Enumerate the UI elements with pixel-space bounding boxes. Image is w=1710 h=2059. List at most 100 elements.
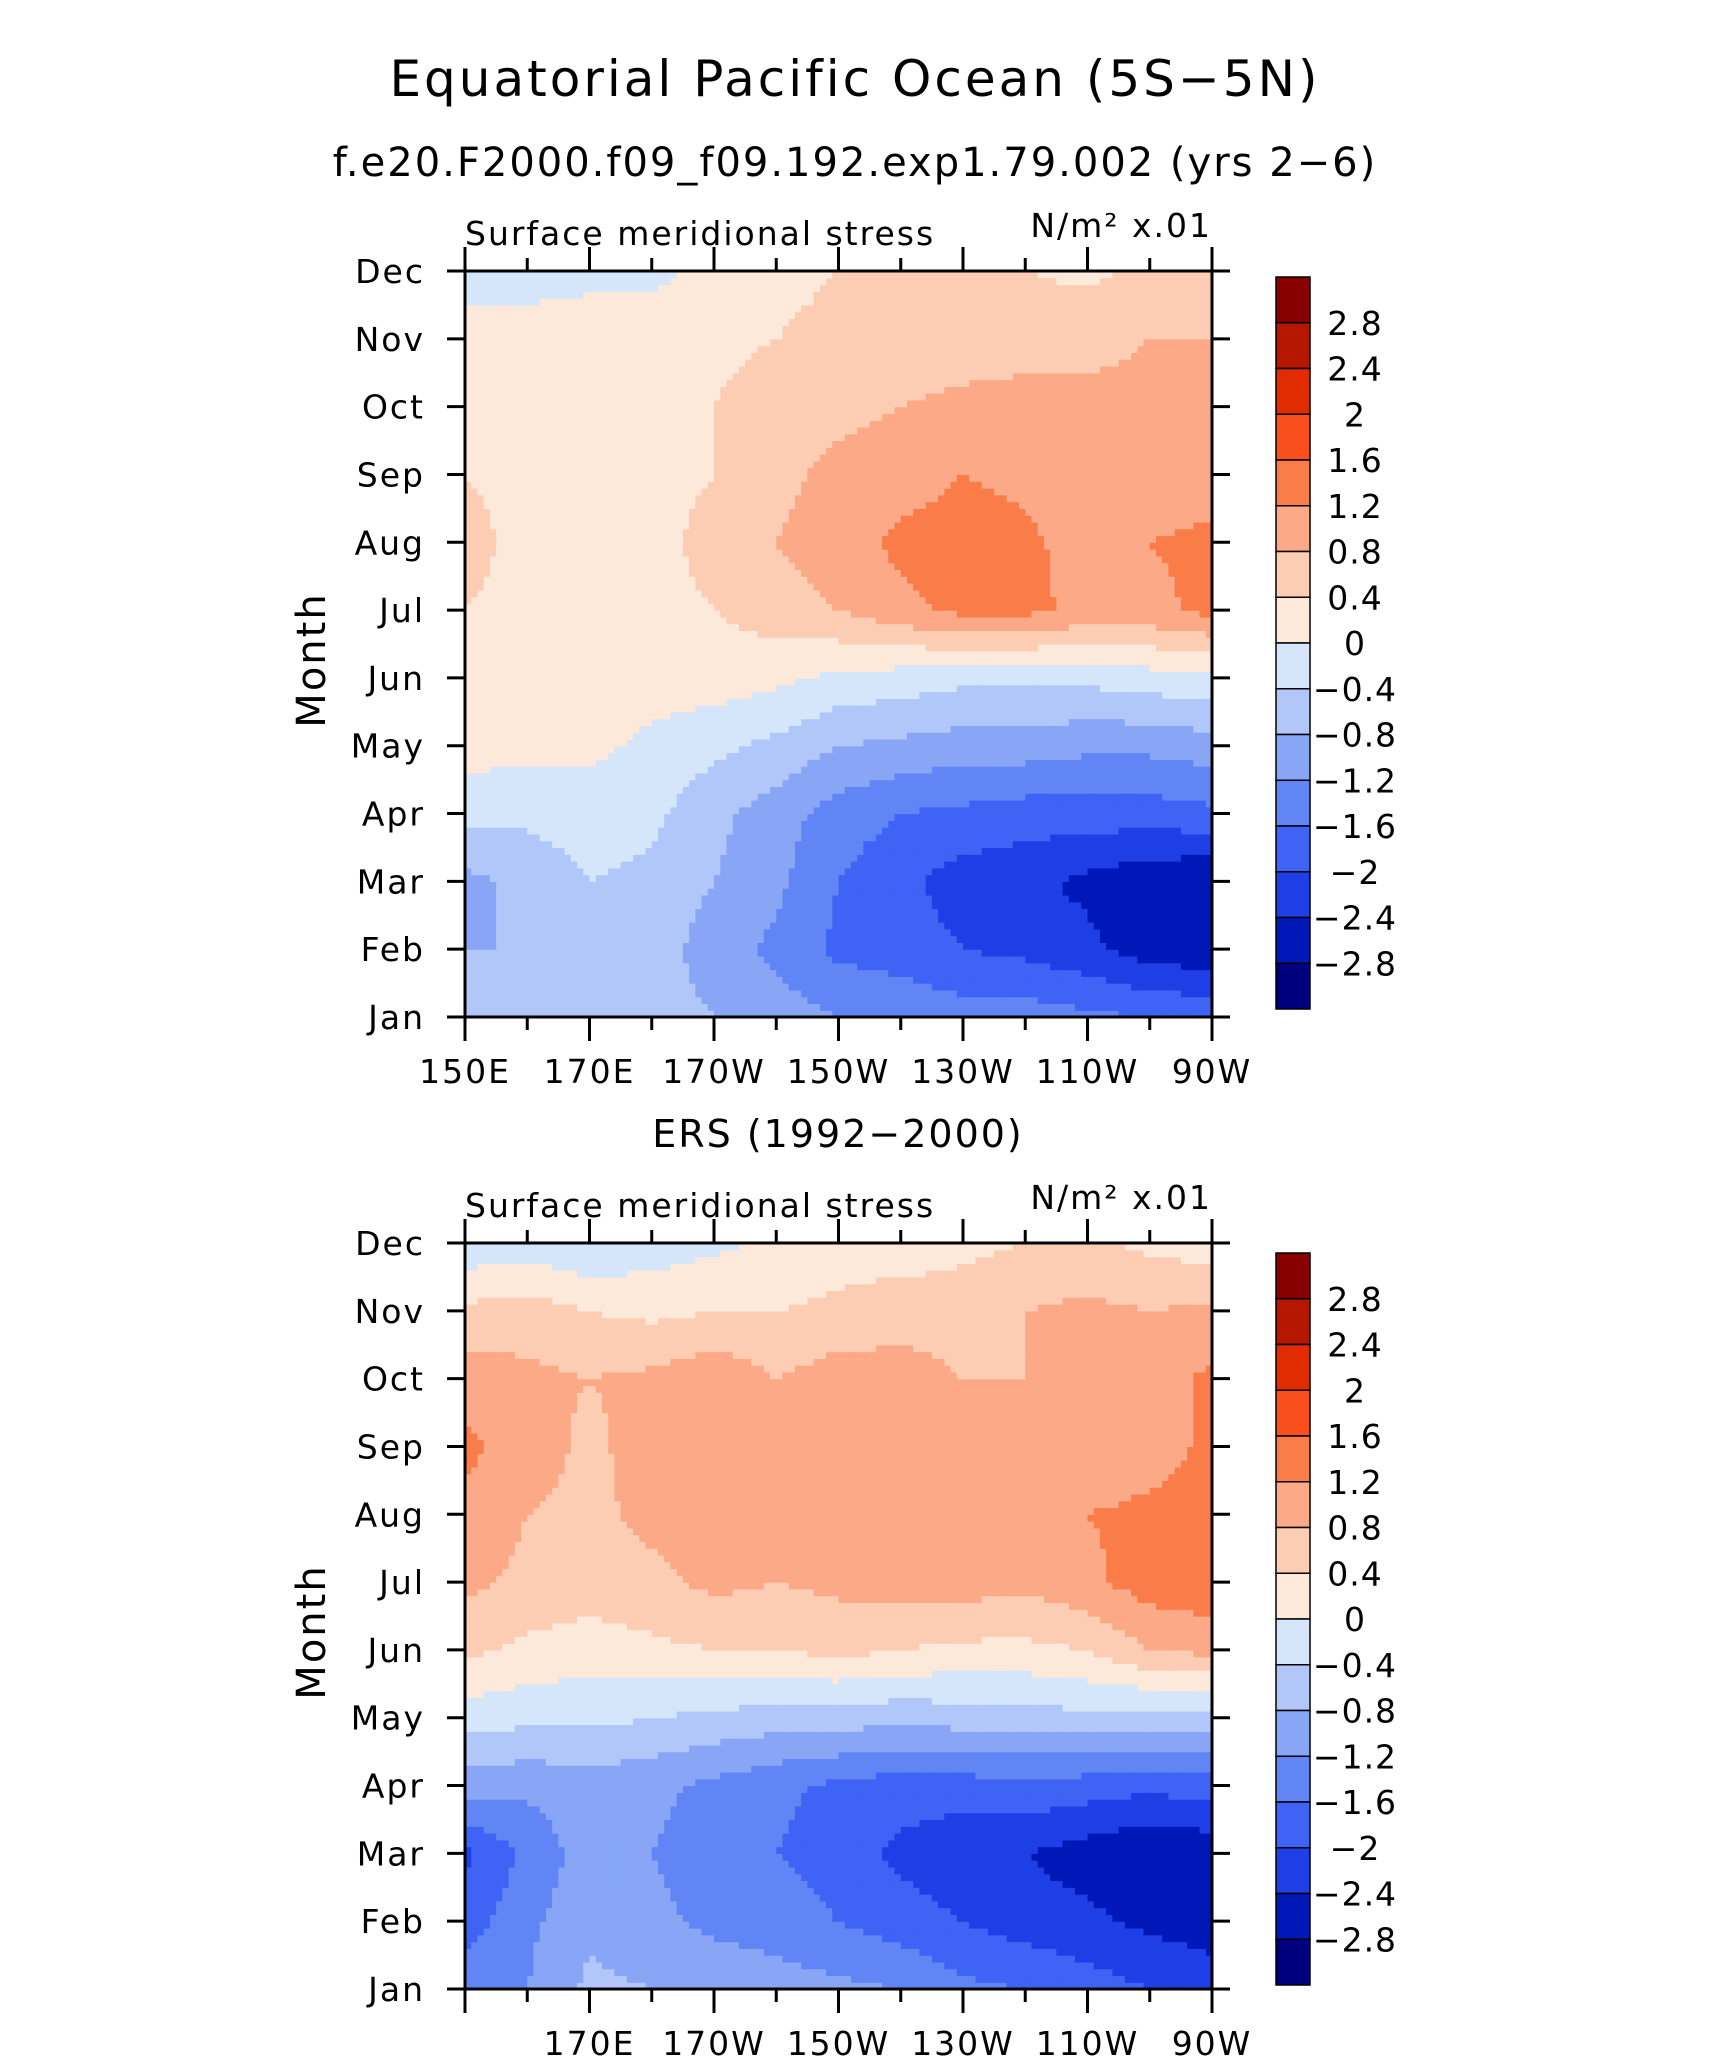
field-cell (514, 894, 522, 903)
field-cell (682, 915, 690, 923)
field-cell (931, 976, 939, 984)
field-cell (1019, 976, 1026, 984)
field-cell (819, 894, 827, 903)
field-cell (832, 861, 840, 869)
field-cell (682, 908, 690, 916)
field-cell (807, 894, 815, 903)
field-cell (720, 983, 728, 991)
field-cell (601, 827, 609, 835)
field-cell (521, 867, 528, 876)
field-cell (533, 915, 541, 923)
field-cell (707, 847, 715, 855)
field-cell (676, 840, 684, 849)
field-cell (919, 942, 927, 950)
field-cell (969, 752, 977, 760)
field-cell (583, 833, 591, 842)
field-cell (539, 901, 547, 910)
field-cell (813, 983, 821, 991)
field-cell (963, 1010, 970, 1018)
field-cell (963, 766, 970, 774)
field-cell (794, 772, 802, 781)
field-cell (1199, 772, 1207, 781)
field-cell (1124, 901, 1132, 910)
field-cell (657, 888, 665, 896)
field-cell (676, 738, 684, 747)
field-cell (1118, 888, 1126, 896)
field-cell (813, 901, 821, 910)
field-cell (1068, 779, 1076, 788)
field-cell (645, 894, 653, 903)
field-cell (552, 793, 559, 801)
field-cell (545, 996, 553, 1005)
field-cell (838, 894, 846, 903)
field-cell (770, 745, 777, 754)
field-cell (521, 1010, 528, 1018)
field-cell (1124, 894, 1132, 903)
field-cell (508, 922, 516, 930)
field-cell (801, 854, 808, 862)
field-cell (1050, 901, 1057, 910)
field-cell (1087, 738, 1095, 747)
field-cell (776, 786, 784, 794)
field-cell (757, 813, 765, 821)
field-cell (1168, 915, 1176, 923)
field-cell (714, 894, 721, 903)
field-cell (1006, 894, 1014, 903)
field-cell (1155, 874, 1163, 882)
field-cell (757, 969, 765, 977)
field-cell (888, 745, 896, 754)
field-cell (664, 922, 672, 930)
field-cell (1106, 976, 1113, 984)
field-cell (776, 779, 784, 788)
field-cell (496, 955, 503, 964)
field-cell (552, 738, 559, 747)
field-cell (770, 732, 777, 740)
field-cell (944, 738, 952, 747)
field-cell (1118, 840, 1126, 849)
field-cell (807, 915, 815, 923)
field-cell (913, 922, 921, 930)
field-cell (521, 955, 528, 964)
field-cell (496, 935, 503, 943)
field-cell (670, 1010, 678, 1018)
field-cell (807, 806, 815, 815)
field-cell (869, 989, 877, 998)
field-cell (483, 759, 491, 767)
field-cell (1025, 861, 1033, 869)
field-cell (483, 1010, 491, 1018)
field-cell (589, 738, 597, 747)
field-cell (651, 861, 659, 869)
field-cell (1180, 759, 1188, 767)
field-cell (564, 928, 572, 937)
field-cell (601, 894, 609, 903)
field-cell (1006, 1010, 1014, 1018)
field-cell (651, 854, 659, 862)
field-cell (601, 833, 609, 842)
field-cell (1143, 1010, 1151, 1018)
field-cell (1006, 928, 1014, 937)
field-cell (726, 847, 734, 855)
field-cell (1112, 888, 1120, 896)
field-cell (689, 908, 696, 916)
field-cell (1068, 888, 1076, 896)
field-cell (1068, 833, 1076, 842)
field-cell (664, 989, 672, 998)
field-cell (1199, 935, 1207, 943)
field-cell (944, 833, 952, 842)
field-cell (589, 799, 597, 808)
field-cell (969, 793, 977, 801)
field-cell (714, 962, 721, 971)
field-cell (601, 1003, 609, 1011)
field-cell (1118, 935, 1126, 943)
field-cell (1093, 935, 1101, 943)
field-cell (1180, 867, 1188, 876)
field-cell (1093, 949, 1101, 957)
field-cell (801, 833, 808, 842)
field-cell (477, 955, 485, 964)
field-cell (1056, 989, 1064, 998)
field-cell (695, 928, 703, 937)
field-cell (956, 915, 964, 923)
field-cell (1062, 989, 1070, 998)
field-cell (714, 874, 721, 882)
field-cell (801, 949, 808, 957)
